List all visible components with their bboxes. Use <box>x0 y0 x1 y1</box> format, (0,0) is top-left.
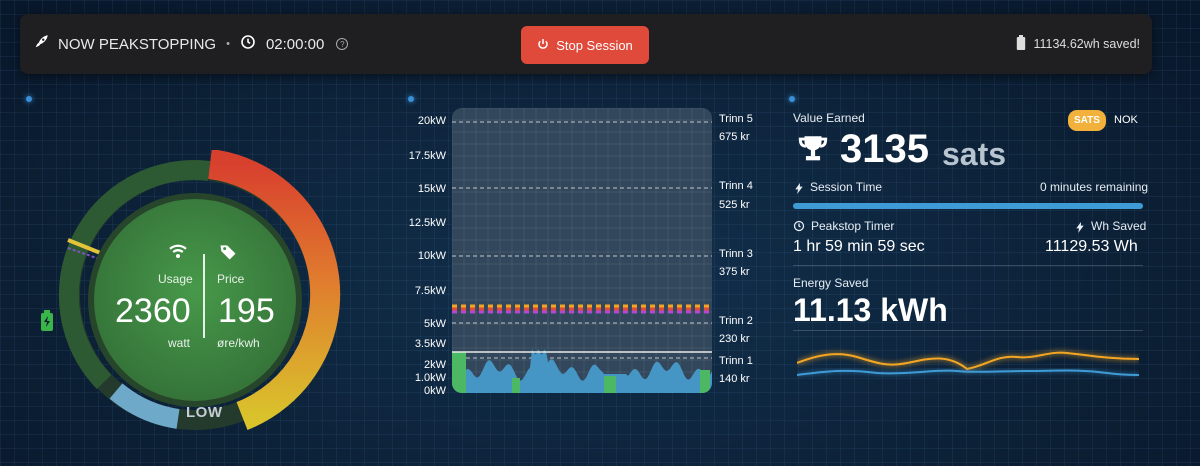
tier-price: 675 kr <box>719 131 750 143</box>
usage-unit: watt <box>168 336 191 350</box>
y-tick-label: 0kW <box>424 385 446 397</box>
tier-name: Trinn 5 <box>719 113 753 125</box>
y-tick-label: 7.5kW <box>414 285 446 297</box>
y-tick-label: 12.5kW <box>408 217 446 229</box>
currency-nok-toggle[interactable]: NOK <box>1114 114 1138 126</box>
energy-saved-value: 11.13 kWh <box>793 292 948 328</box>
price-value: 195 <box>218 292 275 330</box>
tier-name: Trinn 3 <box>719 248 753 260</box>
y-tick-label: 17.5kW <box>408 150 446 162</box>
wh-saved-value: 11129.53 Wh <box>1045 238 1138 255</box>
tag-icon <box>218 242 238 267</box>
stop-session-label: Stop Session <box>556 37 633 53</box>
gauge-low-arc <box>109 383 180 429</box>
y-tick-label: 5kW <box>424 318 446 330</box>
y-tick-label: 3.5kW <box>414 338 446 350</box>
tier-price: 230 kr <box>719 333 750 345</box>
y-tick-label: 2kW <box>424 359 446 371</box>
tier-price: 140 kr <box>719 373 750 385</box>
gauge-price-arc <box>207 150 341 430</box>
trophy-icon <box>796 132 830 171</box>
session-status: NOW PEAKSTOPPING • 02:00:00 ? <box>32 14 349 74</box>
grid-dot <box>789 96 795 102</box>
bolt-icon <box>795 181 803 199</box>
usage-area <box>452 349 712 393</box>
value-unit: sats <box>942 136 1007 172</box>
battery-area <box>700 370 710 393</box>
chart-area <box>452 108 712 393</box>
clock-icon <box>793 219 805 237</box>
divider <box>793 265 1143 266</box>
y-tick-label: 20kW <box>417 115 446 127</box>
gauge-usage-arc <box>58 160 211 389</box>
usage-label: Usage <box>158 272 193 286</box>
battery-icon <box>1016 34 1026 54</box>
mode-label: NOW PEAKSTOPPING <box>58 35 217 53</box>
grid-dot <box>26 96 32 102</box>
peakstop-timer-value: 1 hr 59 min 59 sec <box>793 238 925 255</box>
separator-dot: • <box>226 38 230 50</box>
peakstop-timer-label: Peakstop Timer <box>811 219 895 233</box>
saved-text: 11134.62wh saved! <box>1033 37 1140 51</box>
saved-summary: 11134.62wh saved! <box>1016 14 1140 74</box>
session-remaining: 0 minutes remaining <box>1040 180 1149 194</box>
tier-name: Trinn 2 <box>719 315 753 327</box>
gauge-center <box>88 193 302 407</box>
price-unit: øre/kwh <box>217 336 260 350</box>
y-tick-label: 10kW <box>417 250 446 262</box>
usage-value: 2360 <box>115 292 191 330</box>
battery-area <box>604 376 616 393</box>
price-level-label: LOW <box>186 404 223 421</box>
session-time-label: Session Time <box>810 180 883 194</box>
y-tick-label: 1.0kW <box>414 372 446 384</box>
divider <box>793 330 1143 331</box>
battery-level-icon <box>40 310 54 337</box>
session-timer: 02:00:00 <box>265 35 325 53</box>
value-earned-label: Value Earned <box>793 111 865 125</box>
battery-area <box>452 352 466 393</box>
signal-icon <box>168 244 188 265</box>
energy-sparkline <box>797 349 1139 378</box>
session-progress-fill <box>793 203 1143 209</box>
bolt-icon <box>1076 220 1084 238</box>
power-icon <box>537 38 549 53</box>
stop-session-button[interactable]: Stop Session <box>521 26 649 64</box>
battery-area <box>512 378 520 393</box>
tier-name: Trinn 1 <box>719 355 753 367</box>
wh-saved-label: Wh Saved <box>1091 219 1147 233</box>
help-icon[interactable]: ? <box>336 38 349 50</box>
rocket-icon <box>32 33 50 55</box>
session-topbar: NOW PEAKSTOPPING • 02:00:00 ? Stop Sessi… <box>20 14 1152 74</box>
currency-sats-toggle[interactable]: SATS <box>1068 110 1106 131</box>
energy-saved-label: Energy Saved <box>793 276 869 290</box>
tier-price: 525 kr <box>719 199 750 211</box>
session-progress-track <box>793 203 1143 209</box>
clock-icon <box>240 34 256 54</box>
tier-price: 375 kr <box>719 266 750 278</box>
price-label: Price <box>217 272 245 286</box>
tier-name: Trinn 4 <box>719 180 753 192</box>
y-tick-label: 15kW <box>417 183 446 195</box>
grid-dot <box>408 96 414 102</box>
value-amount: 3135 <box>840 127 929 171</box>
